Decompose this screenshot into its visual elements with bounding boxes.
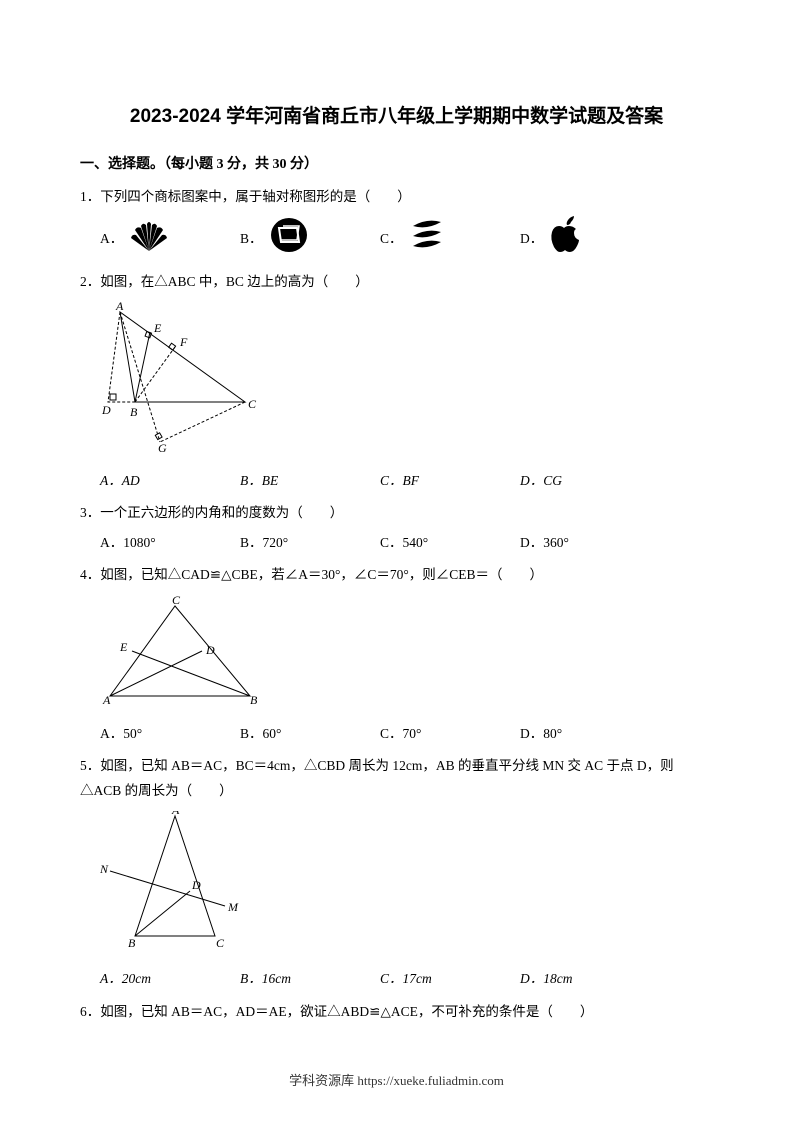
label-A: A [102,693,111,706]
q3-option-d: D．360° [520,531,660,555]
option-label: D． [520,227,543,251]
q1-text: 1．下列四个商标图案中，属于轴对称图形的是（ ） [80,185,713,209]
q3-option-c: C．540° [380,531,520,555]
question-1: 1．下列四个商标图案中，属于轴对称图形的是（ ） A． [80,185,713,262]
question-5: 5．如图，已知 AB＝AC，BC＝4cm，△CBD 周长为 12cm，AB 的垂… [80,754,713,991]
label-G: G [158,441,167,452]
q1-option-a: A． [100,216,240,262]
label-C: C [172,596,181,607]
label-D: D [191,878,201,892]
q1-options: A． B． [80,216,713,262]
q3-options: A．1080° B．720° C．540° D．360° [80,531,713,555]
label-B: B [130,405,138,419]
question-6: 6．如图，已知 AB＝AC，AD＝AE，欲证△ABD≌△ACE，不可补充的条件是… [80,1000,713,1024]
label-D: D [205,643,215,657]
q2-text-content: 2．如图，在△ABC 中，BC 边上的高为（ ） [80,274,369,289]
q5-option-a: A．20cm [100,967,240,991]
apple-icon [549,216,583,262]
q4-option-a: A．50° [100,722,240,746]
q2-figure: A D B C E F G [100,302,713,460]
q4-text: 4．如图，已知△CAD≌△CBE，若∠A＝30°，∠C＝70°，则∠CEB＝（ … [80,563,713,587]
q5-options: A．20cm B．16cm C．17cm D．18cm [80,967,713,991]
q5-option-c: C．17cm [380,967,520,991]
q2-option-d: D．CG [520,469,660,493]
label-B: B [250,693,258,706]
question-2: 2．如图，在△ABC 中，BC 边上的高为（ ） A D B C E [80,270,713,493]
q4-option-b: B．60° [240,722,380,746]
label-E: E [153,321,162,335]
label-A: A [115,302,124,313]
q4-options: A．50° B．60° C．70° D．80° [80,722,713,746]
q1-option-c: C． [380,216,520,262]
label-C: C [248,397,257,411]
label-B: B [128,936,136,950]
q1-option-d: D． [520,216,660,262]
q5-text: 5．如图，已知 AB＝AC，BC＝4cm，△CBD 周长为 12cm，AB 的垂… [80,754,713,803]
q2-option-b: B．BE [240,469,380,493]
label-N: N [100,862,109,876]
option-label: A． [100,227,123,251]
china-mobile-icon [269,216,309,262]
question-4: 4．如图，已知△CAD≌△CBE，若∠A＝30°，∠C＝70°，则∠CEB＝（ … [80,563,713,746]
section-header: 一、选择题。（每小题 3 分，共 30 分） [80,152,713,177]
option-label: B． [240,227,263,251]
label-A: A [171,811,180,817]
q1-option-b: B． [240,216,380,262]
footer: 学科资源库 https://xueke.fuliadmin.com [0,1069,793,1092]
label-D: D [101,403,111,417]
q2-options: A．AD B．BE C．BF D．CG [80,469,713,493]
huawei-icon [129,216,169,262]
ericsson-icon [409,216,445,262]
label-F: F [179,335,188,349]
q3-text: 3．一个正六边形的内角和的度数为（ ） [80,501,713,525]
q5-option-b: B．16cm [240,967,380,991]
q2-option-a: A．AD [100,469,240,493]
q6-text: 6．如图，已知 AB＝AC，AD＝AE，欲证△ABD≌△ACE，不可补充的条件是… [80,1000,713,1024]
q2-option-c: C．BF [380,469,520,493]
page-title: 2023-2024 学年河南省商丘市八年级上学期期中数学试题及答案 [80,100,713,134]
q5-option-d: D．18cm [520,967,660,991]
question-3: 3．一个正六边形的内角和的度数为（ ） A．1080° B．720° C．540… [80,501,713,556]
q4-option-c: C．70° [380,722,520,746]
q2-text: 2．如图，在△ABC 中，BC 边上的高为（ ） [80,270,713,294]
option-label: C． [380,227,403,251]
q3-option-a: A．1080° [100,531,240,555]
q4-figure: A B C E D [100,596,713,714]
label-M: M [227,900,239,914]
label-C: C [216,936,225,950]
label-E: E [119,640,128,654]
q4-option-d: D．80° [520,722,660,746]
q3-option-b: B．720° [240,531,380,555]
q5-figure: A B C D N M [100,811,713,959]
